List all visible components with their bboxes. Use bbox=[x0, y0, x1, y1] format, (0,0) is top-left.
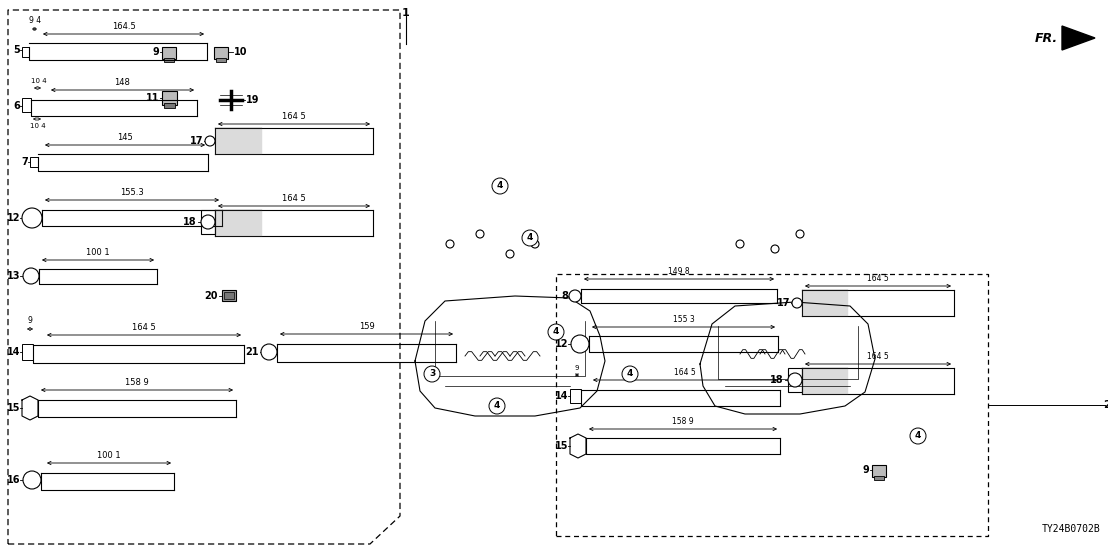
Text: 17: 17 bbox=[189, 136, 203, 146]
Circle shape bbox=[796, 230, 804, 238]
Circle shape bbox=[910, 428, 926, 444]
Circle shape bbox=[622, 366, 638, 382]
Text: 10 4: 10 4 bbox=[31, 78, 47, 84]
Circle shape bbox=[23, 471, 41, 489]
Text: 18: 18 bbox=[770, 375, 784, 385]
Text: FR.: FR. bbox=[1035, 32, 1058, 44]
Text: 145: 145 bbox=[117, 133, 133, 142]
Text: 155 3: 155 3 bbox=[673, 315, 695, 324]
Text: 164 5: 164 5 bbox=[674, 368, 696, 377]
Bar bbox=[162, 91, 177, 105]
Bar bbox=[22, 47, 29, 57]
Text: 1: 1 bbox=[402, 8, 410, 18]
Circle shape bbox=[522, 230, 538, 246]
Text: 3: 3 bbox=[429, 370, 435, 378]
Text: 4: 4 bbox=[627, 370, 633, 378]
Text: 164 5: 164 5 bbox=[132, 323, 156, 332]
Circle shape bbox=[531, 240, 538, 248]
Bar bbox=[570, 389, 581, 403]
Circle shape bbox=[570, 290, 581, 302]
Text: 2: 2 bbox=[1102, 400, 1108, 410]
Circle shape bbox=[489, 398, 505, 414]
Circle shape bbox=[447, 240, 454, 248]
Circle shape bbox=[205, 136, 215, 146]
Text: 164.5: 164.5 bbox=[112, 22, 135, 31]
Text: 4: 4 bbox=[496, 182, 503, 191]
Text: 18: 18 bbox=[184, 217, 197, 227]
Text: 13: 13 bbox=[7, 271, 20, 281]
Circle shape bbox=[736, 240, 743, 248]
Text: 158 9: 158 9 bbox=[125, 378, 148, 387]
Circle shape bbox=[792, 298, 802, 308]
Text: 158 9: 158 9 bbox=[673, 417, 694, 426]
Text: 164 5: 164 5 bbox=[283, 112, 306, 121]
Circle shape bbox=[22, 208, 42, 228]
Text: 148: 148 bbox=[114, 78, 131, 87]
Bar bbox=[214, 47, 228, 59]
Text: 164 5: 164 5 bbox=[283, 194, 306, 203]
Text: 100 1: 100 1 bbox=[86, 248, 110, 257]
Circle shape bbox=[492, 178, 507, 194]
Text: 5: 5 bbox=[13, 45, 20, 55]
Text: 12: 12 bbox=[7, 213, 20, 223]
Circle shape bbox=[788, 373, 802, 387]
Bar bbox=[30, 157, 38, 167]
Text: 149 8: 149 8 bbox=[668, 267, 690, 276]
Text: 14: 14 bbox=[554, 391, 568, 401]
Circle shape bbox=[548, 324, 564, 340]
Circle shape bbox=[261, 344, 277, 360]
Text: 4: 4 bbox=[915, 432, 921, 440]
Circle shape bbox=[23, 268, 39, 284]
Bar bbox=[788, 368, 802, 392]
Text: 159: 159 bbox=[359, 322, 375, 331]
Text: 9: 9 bbox=[575, 365, 579, 371]
Text: 15: 15 bbox=[554, 441, 568, 451]
Text: 7: 7 bbox=[21, 157, 28, 167]
Text: 164 5: 164 5 bbox=[868, 352, 889, 361]
Text: 14: 14 bbox=[7, 347, 20, 357]
Text: 4: 4 bbox=[553, 327, 560, 336]
Text: 9: 9 bbox=[152, 47, 160, 57]
Bar bbox=[872, 465, 886, 477]
Bar bbox=[22, 344, 33, 360]
Bar bbox=[164, 103, 175, 108]
Polygon shape bbox=[1061, 26, 1095, 50]
Text: 155.3: 155.3 bbox=[120, 188, 144, 197]
Text: 11: 11 bbox=[145, 93, 160, 103]
Circle shape bbox=[571, 335, 589, 353]
Bar bbox=[224, 292, 234, 299]
Text: 8: 8 bbox=[561, 291, 568, 301]
Bar bbox=[216, 58, 226, 62]
Text: 12: 12 bbox=[554, 339, 568, 349]
Text: 9: 9 bbox=[28, 316, 32, 325]
Bar bbox=[162, 47, 176, 59]
Bar bbox=[874, 476, 884, 480]
Bar bbox=[201, 210, 215, 234]
Text: 16: 16 bbox=[7, 475, 20, 485]
Bar bbox=[22, 98, 31, 112]
Text: 10 4: 10 4 bbox=[30, 123, 45, 129]
Text: 19: 19 bbox=[246, 95, 259, 105]
Text: 9 4: 9 4 bbox=[29, 16, 41, 25]
Text: 15: 15 bbox=[7, 403, 20, 413]
Text: 4: 4 bbox=[494, 402, 500, 411]
Text: 10: 10 bbox=[234, 47, 247, 57]
Circle shape bbox=[771, 245, 779, 253]
Text: 9: 9 bbox=[862, 465, 869, 475]
Text: 100 1: 100 1 bbox=[98, 451, 121, 460]
Text: TY24B0702B: TY24B0702B bbox=[1042, 524, 1100, 534]
Text: 6: 6 bbox=[13, 101, 20, 111]
Text: 21: 21 bbox=[246, 347, 259, 357]
Circle shape bbox=[506, 250, 514, 258]
Text: 20: 20 bbox=[205, 291, 218, 301]
Circle shape bbox=[201, 215, 215, 229]
Circle shape bbox=[424, 366, 440, 382]
Text: 4: 4 bbox=[526, 233, 533, 243]
Text: 17: 17 bbox=[777, 298, 790, 308]
Bar bbox=[222, 290, 236, 301]
Text: 164 5: 164 5 bbox=[868, 274, 889, 283]
Circle shape bbox=[476, 230, 484, 238]
Bar bbox=[164, 58, 174, 62]
